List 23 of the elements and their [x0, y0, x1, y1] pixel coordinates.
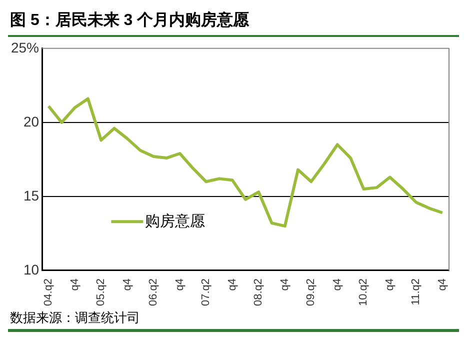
- y-tick-label: 25%: [10, 39, 40, 56]
- y-tick-label: 10: [23, 261, 40, 278]
- x-tick-label: q4: [121, 278, 134, 291]
- y-tick-label: 20: [23, 113, 40, 130]
- x-tick-label: 11.q2: [410, 278, 422, 306]
- x-tick-label: q4: [436, 278, 448, 291]
- x-tick-label: 04.q2: [42, 278, 55, 306]
- x-tick-label: 07.q2: [200, 278, 212, 306]
- y-tick-label: 15: [23, 187, 40, 204]
- x-tick-label: 10.q2: [358, 278, 370, 306]
- x-tick-label: q4: [384, 278, 396, 291]
- x-tick-label: q4: [68, 278, 81, 291]
- chart-title: 图 5：居民未来 3 个月内购房意愿: [8, 8, 459, 37]
- x-tick-label: 06.q2: [148, 278, 160, 306]
- legend-label: 购房意愿: [145, 212, 206, 230]
- x-tick-label: q4: [331, 278, 344, 291]
- x-tick-label: 08.q2: [252, 278, 265, 306]
- x-tick-label: q4: [174, 278, 186, 291]
- x-tick-label: 05.q2: [95, 278, 108, 306]
- x-tick-label: 09.q2: [305, 278, 318, 306]
- x-tick-label: q4: [278, 278, 291, 291]
- source-note: 数据来源：调查统计司: [10, 309, 141, 327]
- x-tick-label: q4: [226, 278, 238, 291]
